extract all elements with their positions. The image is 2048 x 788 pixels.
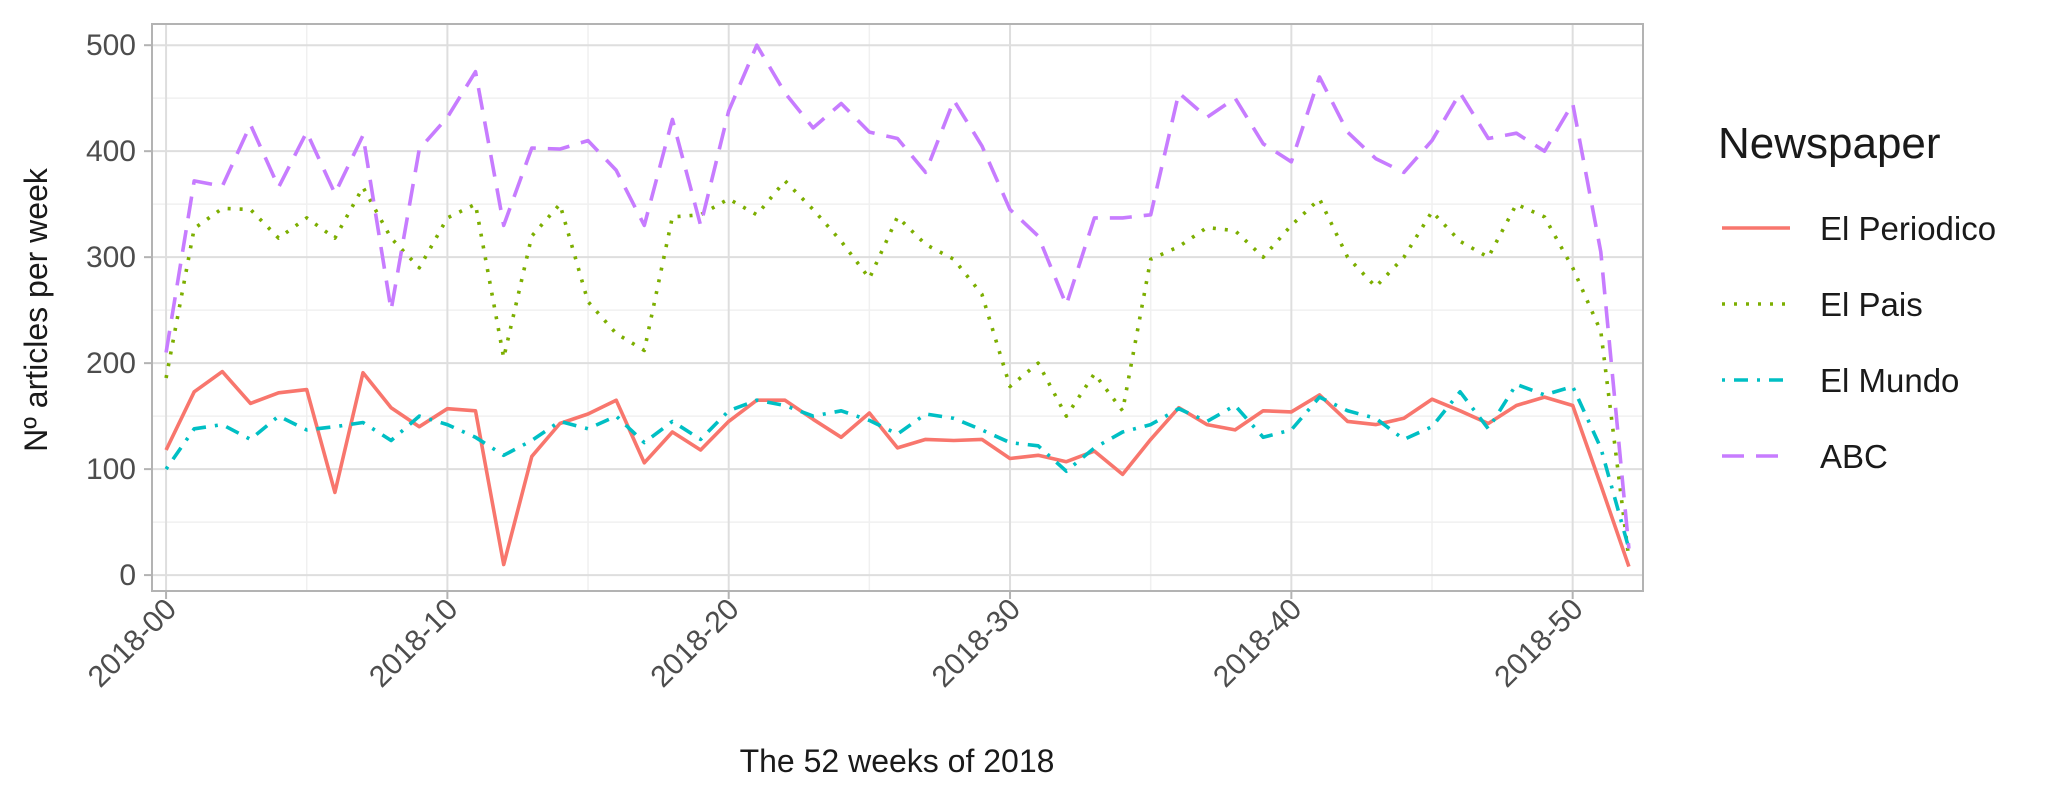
y-tick-label: 400 xyxy=(86,135,136,168)
legend-title: Newspaper xyxy=(1718,119,1941,168)
x-tick-label: 2018-40 xyxy=(1207,593,1308,694)
y-tick-label: 0 xyxy=(119,559,136,592)
legend-label-el-pais: El Pais xyxy=(1820,286,1923,323)
series-line-el-mundo xyxy=(164,382,1631,550)
x-axis: 2018-00 2018-10 2018-20 2018-30 2018-40 2018-… xyxy=(82,591,1590,694)
plot-panel-border xyxy=(151,23,1644,592)
x-tick-label: 2018-30 xyxy=(926,593,1027,694)
x-tick-label: 2018-00 xyxy=(82,593,183,694)
series-layer xyxy=(164,43,1631,568)
x-tick-label: 2018-20 xyxy=(644,593,745,694)
series-line-el-periodico xyxy=(164,369,1631,568)
grid-major xyxy=(152,24,1643,591)
x-tick-label: 2018-10 xyxy=(363,593,464,694)
legend: Newspaper El Periodico El Pais El Mundo ABC xyxy=(1718,119,1996,475)
grid-minor xyxy=(152,24,1643,591)
y-axis-title: Nº articles per week xyxy=(18,167,54,452)
x-tick-label: 2018-50 xyxy=(1488,593,1589,694)
x-axis-title: The 52 weeks of 2018 xyxy=(740,743,1055,779)
legend-label-el-mundo: El Mundo xyxy=(1820,362,1959,399)
legend-label-el-periodico: El Periodico xyxy=(1820,210,1996,247)
series-line-abc xyxy=(164,43,1631,549)
y-tick-label: 300 xyxy=(86,241,136,274)
y-tick-label: 200 xyxy=(86,347,136,380)
y-axis: 0 100 200 300 400 500 xyxy=(86,29,152,592)
legend-label-abc: ABC xyxy=(1820,438,1888,475)
y-tick-label: 100 xyxy=(86,453,136,486)
y-tick-label: 500 xyxy=(86,29,136,62)
series-line-el-pais xyxy=(164,179,1631,560)
